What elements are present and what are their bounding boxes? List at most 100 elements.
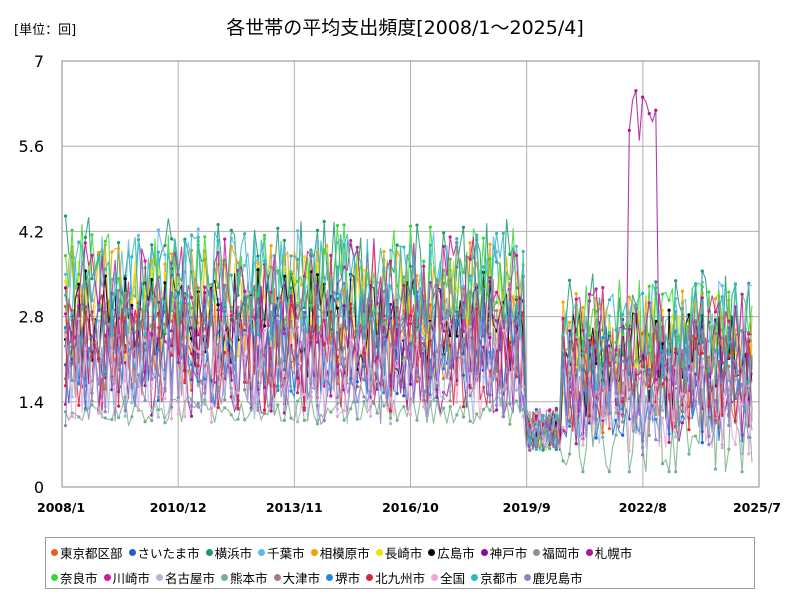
series-point (614, 390, 618, 394)
series-point (561, 459, 565, 463)
series-point (627, 449, 631, 453)
series-point (216, 331, 220, 335)
series-point (183, 344, 187, 348)
series-point (461, 355, 466, 359)
series-path (64, 317, 753, 454)
series-point (229, 314, 233, 318)
series-point (733, 442, 738, 446)
legend-swatch (156, 573, 164, 581)
series-point (77, 240, 81, 244)
series-point (733, 373, 738, 377)
series-point (282, 378, 286, 383)
series-point (110, 250, 114, 254)
series-point (388, 422, 393, 426)
series-point (110, 292, 114, 296)
series-point (223, 350, 227, 355)
series-point (183, 381, 187, 385)
series-point (627, 128, 631, 132)
series-point (163, 307, 167, 312)
series-point (601, 367, 605, 371)
series-point (468, 274, 472, 278)
series-point (189, 342, 194, 346)
series-lines (63, 89, 753, 474)
series-point (561, 369, 565, 373)
series-point (183, 415, 187, 419)
series-point (720, 348, 724, 352)
series-point (302, 277, 306, 281)
series-point (528, 441, 532, 445)
legend-swatch (375, 548, 383, 556)
series-point (481, 325, 485, 329)
series-point (607, 324, 612, 328)
series-point (541, 431, 545, 435)
series-point (335, 265, 339, 269)
series-point (461, 270, 466, 275)
series-point (170, 291, 174, 295)
series-point (448, 257, 452, 261)
legend-swatch (533, 548, 541, 556)
series-point (70, 414, 74, 418)
series-point (587, 374, 592, 378)
legend-label: さいたま市 (137, 545, 200, 561)
series-point (508, 402, 512, 406)
series-point (362, 339, 366, 343)
series-point (123, 294, 127, 298)
series-point (262, 295, 267, 299)
series-point (243, 331, 247, 335)
series-point (700, 363, 704, 367)
series-point (713, 353, 718, 357)
series-point (508, 252, 512, 256)
series-point (448, 235, 452, 239)
series-point (196, 333, 200, 337)
series-point (713, 323, 718, 327)
series-point (236, 417, 240, 421)
legend-item: 奈良市 (51, 568, 98, 587)
series-point (216, 405, 220, 409)
legend-item: 広島市 (428, 543, 475, 562)
series-point (77, 403, 81, 407)
series-point (614, 406, 618, 410)
legend-swatch (258, 548, 266, 556)
series-point (514, 399, 519, 403)
series-point (727, 447, 731, 451)
series-point (256, 333, 260, 337)
series-point (349, 338, 353, 342)
series-point (654, 438, 658, 442)
series-point (309, 336, 313, 340)
series-point (408, 293, 412, 298)
series-point (634, 358, 638, 362)
series-point (196, 401, 200, 405)
series-point (415, 342, 419, 346)
series-point (315, 262, 320, 266)
series-point (243, 356, 247, 360)
series-point (203, 398, 207, 402)
series-point (747, 384, 751, 388)
series-point (713, 310, 718, 314)
series-point (103, 372, 107, 376)
series-point (216, 239, 220, 243)
series-point (90, 253, 94, 257)
series-point (342, 329, 346, 333)
series-point (747, 435, 751, 439)
series-point (687, 344, 691, 349)
series-point (243, 418, 247, 422)
series-point (534, 447, 539, 451)
series-point (422, 264, 426, 268)
series-point (156, 408, 160, 412)
series-point (362, 400, 366, 404)
series-point (282, 256, 286, 260)
series-point (641, 453, 645, 457)
series-point (382, 269, 386, 273)
series-point (528, 411, 532, 415)
series-point (315, 422, 320, 426)
series-point (455, 237, 459, 241)
series-point (309, 303, 313, 307)
series-point (574, 303, 578, 307)
series-point (680, 348, 685, 353)
series-point (163, 262, 167, 266)
series-point (607, 427, 612, 431)
series-point (388, 259, 393, 263)
series-point (581, 388, 585, 392)
series-point (117, 416, 121, 420)
series-point (189, 397, 194, 401)
